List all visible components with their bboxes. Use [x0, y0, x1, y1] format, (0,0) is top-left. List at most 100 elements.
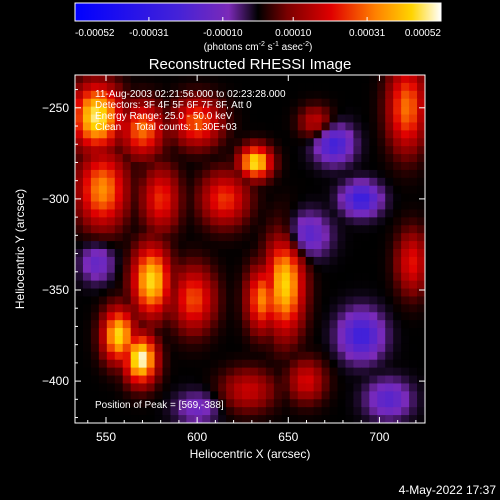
heatmap-cell: [210, 272, 219, 282]
heatmap-cell: [194, 169, 203, 179]
heatmap-cell: [305, 296, 315, 305]
heatmap-cell: [146, 280, 156, 290]
heatmap-cell: [122, 209, 132, 218]
heatmap-cell: [305, 399, 315, 408]
heatmap-cell: [75, 296, 84, 305]
heatmap-cell: [106, 185, 116, 195]
heatmap-cell: [75, 328, 84, 337]
heatmap-cell: [250, 407, 259, 416]
heatmap-cell: [377, 130, 386, 139]
heatmap-cell: [75, 367, 84, 377]
heatmap-cell: [226, 114, 235, 124]
heatmap-cell: [353, 375, 362, 385]
heatmap-cell: [297, 249, 307, 258]
heatmap-cell: [353, 201, 362, 211]
heatmap-cell: [162, 225, 172, 234]
heatmap-cell: [154, 288, 164, 298]
heatmap-cell: [345, 399, 354, 408]
heatmap-cell: [106, 162, 116, 171]
heatmap-cell: [417, 320, 425, 329]
heatmap-cell: [98, 415, 108, 423]
heatmap-cell: [146, 415, 156, 423]
plot-frame: [74, 74, 426, 424]
heatmap-cell: [250, 146, 259, 155]
heatmap-cell: [234, 249, 243, 258]
heatmap-cell: [313, 343, 323, 353]
heatmap-cell: [186, 264, 195, 274]
x-axis-ticks: 550 600 650 700: [87, 75, 417, 444]
heatmap-cell: [138, 106, 148, 116]
heatmap-cell: [170, 185, 179, 195]
heatmap-cell: [138, 415, 148, 423]
heatmap-cell: [146, 296, 156, 305]
heatmap-cell: [154, 336, 164, 345]
heatmap-cell: [321, 241, 331, 250]
heatmap-cell: [377, 217, 386, 226]
heatmap-cell: [178, 98, 187, 108]
heatmap-cell: [178, 359, 187, 369]
heatmap-cell: [75, 122, 84, 131]
heatmap-cell: [226, 407, 235, 416]
heatmap-cell: [234, 106, 243, 116]
heatmap-cell: [122, 328, 132, 337]
heatmap-cell: [82, 359, 92, 369]
heatmap-cell: [75, 201, 84, 211]
heatmap-cell: [305, 82, 315, 92]
heatmap-cell: [210, 193, 219, 203]
heatmap-cell: [122, 98, 132, 108]
heatmap-cell: [75, 256, 84, 266]
heatmap-cell: [130, 415, 140, 423]
heatmap-cell: [393, 130, 402, 139]
heatmap-cell: [361, 399, 370, 408]
heatmap-cell: [106, 241, 116, 250]
heatmap-cell: [417, 288, 425, 298]
heatmap-cell: [409, 241, 418, 250]
heatmap-cell: [162, 82, 172, 92]
heatmap-cell: [289, 359, 299, 369]
heatmap-cell: [130, 162, 140, 171]
heatmap-cell: [313, 415, 323, 423]
heatmap-cell: [353, 75, 362, 84]
heatmap-cell: [321, 162, 331, 171]
heatmap-cell: [170, 296, 179, 305]
heatmap-cell: [289, 320, 299, 329]
heatmap-cell: [186, 154, 195, 163]
heatmap-cell: [265, 225, 275, 234]
heatmap-cell: [337, 264, 347, 274]
heatmap-cell: [250, 351, 259, 361]
heatmap-cell: [345, 375, 354, 385]
heatmap-cell: [114, 146, 124, 155]
heatmap-cell: [393, 249, 402, 258]
heatmap-cell: [154, 375, 164, 385]
heatmap-cell: [257, 351, 267, 361]
heatmap-cell: [409, 343, 418, 353]
heatmap-cell: [321, 383, 331, 392]
heatmap-cell: [202, 154, 211, 163]
heatmap-cell: [417, 264, 425, 274]
heatmap-cell: [122, 106, 132, 116]
heatmap-cell: [138, 296, 148, 305]
heatmap-cell: [361, 225, 370, 234]
heatmap-cell: [385, 249, 394, 258]
heatmap-cell: [329, 98, 339, 108]
heatmap-cell: [321, 217, 331, 226]
heatmap-cell: [162, 296, 172, 305]
heatmap-cell: [234, 90, 243, 100]
heatmap-cell: [194, 122, 203, 131]
heatmap-cell: [82, 154, 92, 163]
heatmap-cell: [210, 359, 219, 369]
heatmap-cell: [369, 288, 378, 298]
annotation-time-range: 11-Aug-2003 02:21:56.000 to 02:23:28.000: [95, 89, 286, 100]
heatmap-cell: [393, 320, 402, 329]
heatmap-cell: [337, 209, 347, 218]
heatmap-cell: [162, 169, 172, 179]
heatmap-cell: [210, 122, 219, 131]
heatmap-cell: [234, 343, 243, 353]
heatmap-cell: [393, 82, 402, 92]
annotation-detectors: Detectors: 3F 4F 5F 6F 7F 8F, Att 0: [95, 100, 252, 111]
heatmap-cell: [162, 249, 172, 258]
heatmap-cell: [337, 233, 347, 242]
heatmap-cell: [114, 122, 124, 131]
heatmap-cell: [385, 162, 394, 171]
heatmap-cell: [265, 351, 275, 361]
